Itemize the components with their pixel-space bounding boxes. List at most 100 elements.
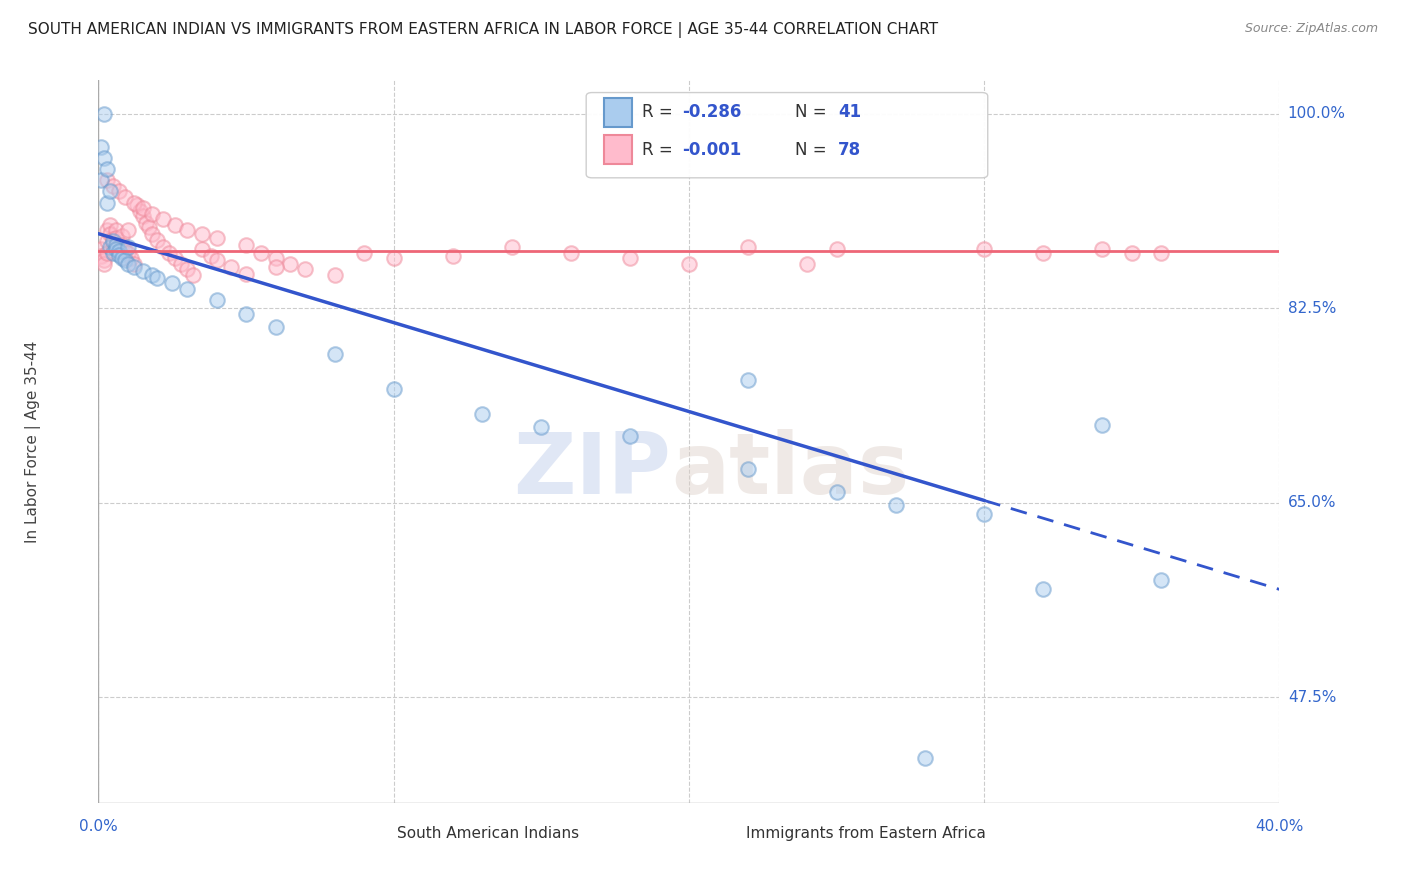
Point xyxy=(165,218,187,232)
Point xyxy=(382,251,405,265)
Point xyxy=(122,195,145,210)
Point xyxy=(914,751,936,765)
Point xyxy=(111,237,134,252)
Point xyxy=(141,268,163,282)
Text: R =: R = xyxy=(641,141,678,159)
Point xyxy=(103,237,125,252)
Point xyxy=(973,242,995,256)
Point xyxy=(105,242,128,256)
Point xyxy=(114,251,136,265)
Point xyxy=(235,267,257,281)
FancyBboxPatch shape xyxy=(364,820,389,847)
Point xyxy=(96,223,118,237)
Text: -0.001: -0.001 xyxy=(682,141,741,159)
Point xyxy=(176,262,198,277)
Point xyxy=(323,268,346,282)
Text: 100.0%: 100.0% xyxy=(1288,106,1346,121)
Point xyxy=(678,257,700,271)
Text: ZIP: ZIP xyxy=(513,429,671,512)
Point xyxy=(105,237,128,252)
Point xyxy=(105,231,128,245)
FancyBboxPatch shape xyxy=(713,820,738,847)
Point xyxy=(264,251,287,265)
Point xyxy=(1150,574,1173,588)
Point xyxy=(294,262,316,277)
Point xyxy=(98,185,121,199)
Text: South American Indians: South American Indians xyxy=(398,826,579,840)
Point xyxy=(235,307,257,321)
Point xyxy=(103,232,125,246)
Point xyxy=(825,484,848,499)
Point xyxy=(280,257,302,271)
Point xyxy=(120,251,142,265)
Point xyxy=(108,244,131,259)
Text: 0.0%: 0.0% xyxy=(79,820,118,835)
Point xyxy=(117,257,139,271)
Text: N =: N = xyxy=(796,103,832,121)
Point xyxy=(264,320,287,334)
Point xyxy=(737,462,759,476)
Point xyxy=(98,227,121,241)
Text: Source: ZipAtlas.com: Source: ZipAtlas.com xyxy=(1244,22,1378,36)
Text: 40.0%: 40.0% xyxy=(1256,820,1303,835)
Text: 82.5%: 82.5% xyxy=(1288,301,1336,316)
Point xyxy=(1091,242,1114,256)
Point xyxy=(135,216,157,230)
Point xyxy=(1150,245,1173,260)
Point xyxy=(973,507,995,521)
Point xyxy=(205,293,228,308)
Point xyxy=(181,268,204,282)
Point xyxy=(619,429,641,443)
Point xyxy=(98,240,121,254)
Point xyxy=(1091,417,1114,432)
Point xyxy=(146,271,169,285)
Point xyxy=(152,240,174,254)
Point xyxy=(176,223,198,237)
Point xyxy=(117,240,139,254)
Text: In Labor Force | Age 35-44: In Labor Force | Age 35-44 xyxy=(25,341,41,542)
Point xyxy=(96,162,118,177)
Point xyxy=(128,204,150,219)
Point xyxy=(103,235,125,249)
Point xyxy=(250,245,273,260)
Point xyxy=(90,173,112,187)
Point xyxy=(157,245,180,260)
Point xyxy=(98,218,121,232)
Point xyxy=(205,253,228,268)
Point xyxy=(796,257,818,271)
Point xyxy=(108,237,131,252)
Point xyxy=(96,245,118,260)
Point xyxy=(96,173,118,187)
Point xyxy=(382,382,405,396)
Point xyxy=(176,282,198,296)
Text: SOUTH AMERICAN INDIAN VS IMMIGRANTS FROM EASTERN AFRICA IN LABOR FORCE | AGE 35-: SOUTH AMERICAN INDIAN VS IMMIGRANTS FROM… xyxy=(28,22,938,38)
Point xyxy=(114,253,136,268)
Point xyxy=(105,223,128,237)
Point xyxy=(501,240,523,254)
Point xyxy=(96,235,118,249)
FancyBboxPatch shape xyxy=(586,93,988,178)
Point xyxy=(108,244,131,259)
Point xyxy=(138,219,160,234)
Text: 65.0%: 65.0% xyxy=(1288,495,1336,510)
Point xyxy=(221,260,243,274)
Point xyxy=(90,242,112,256)
Point xyxy=(90,249,112,263)
Point xyxy=(103,244,125,259)
Point xyxy=(170,257,193,271)
Point xyxy=(141,227,163,241)
Point xyxy=(93,151,115,165)
Text: atlas: atlas xyxy=(671,429,910,512)
Point xyxy=(1032,245,1054,260)
Point xyxy=(619,251,641,265)
Point xyxy=(132,209,155,223)
Text: 41: 41 xyxy=(838,103,860,121)
Point xyxy=(165,251,187,265)
Point xyxy=(132,201,155,215)
Text: R =: R = xyxy=(641,103,678,121)
Text: 78: 78 xyxy=(838,141,860,159)
Text: Immigrants from Eastern Africa: Immigrants from Eastern Africa xyxy=(745,826,986,840)
Point xyxy=(353,245,375,260)
Point xyxy=(235,237,257,252)
Text: -0.286: -0.286 xyxy=(682,103,741,121)
